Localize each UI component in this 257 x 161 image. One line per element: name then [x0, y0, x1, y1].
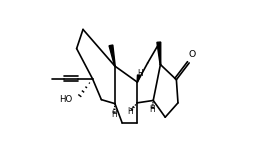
Text: H: H: [137, 69, 143, 78]
Text: H: H: [149, 105, 154, 114]
Text: H: H: [127, 107, 133, 116]
Text: H: H: [111, 109, 117, 118]
Polygon shape: [137, 75, 140, 82]
Text: HO: HO: [59, 95, 72, 104]
Polygon shape: [109, 45, 115, 66]
Text: O: O: [188, 50, 196, 59]
Polygon shape: [157, 42, 161, 65]
